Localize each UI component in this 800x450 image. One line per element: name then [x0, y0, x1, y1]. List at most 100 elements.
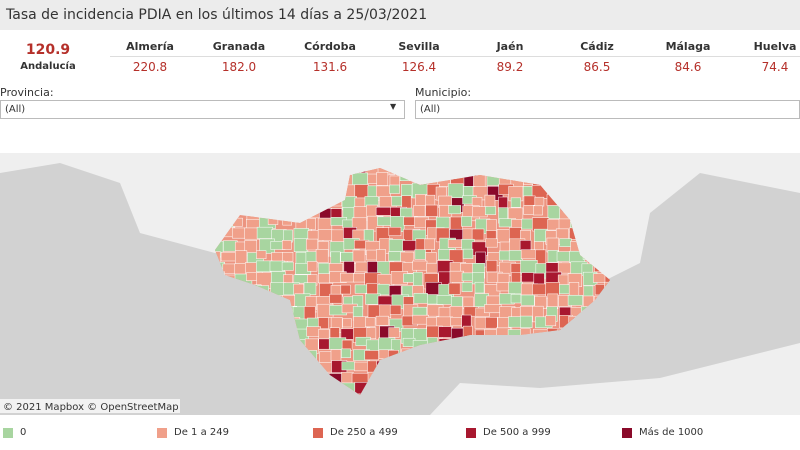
province-value: 131.6 [312, 60, 348, 74]
municipality [341, 361, 356, 371]
municipality [447, 183, 464, 198]
separator [110, 56, 800, 57]
municipality [388, 327, 400, 338]
province-value: 182.0 [221, 60, 257, 74]
municipality [281, 261, 294, 271]
municipality [413, 205, 426, 217]
municipality [567, 294, 583, 306]
dropdown-arrow: ▼ [390, 102, 397, 111]
municipality [520, 315, 533, 328]
municipality [450, 317, 464, 327]
municipality [318, 328, 330, 340]
municipality [559, 284, 571, 295]
municipality [303, 282, 317, 296]
municipality [450, 216, 463, 231]
title: Tasa de incidencia PDIA en los últimos 1… [0, 0, 800, 30]
municipality [342, 318, 352, 328]
municipality [450, 296, 463, 307]
municipality [559, 238, 572, 247]
municipality [376, 185, 391, 198]
municipality [461, 282, 473, 292]
municipality [484, 304, 502, 314]
province-value: 89.2 [496, 60, 524, 74]
municipality [402, 240, 417, 252]
municipality [522, 186, 533, 197]
municipality [424, 238, 435, 250]
municipality [447, 239, 463, 248]
legend-label: De 500 a 999 [483, 427, 551, 438]
municipality [367, 173, 378, 184]
municipality [449, 270, 465, 283]
municipality [307, 261, 318, 272]
municipality [461, 216, 473, 227]
municipality [315, 249, 329, 264]
municipality [546, 237, 559, 253]
municipality [519, 240, 532, 251]
province-name: Málaga [665, 40, 711, 53]
municipality [520, 249, 537, 260]
municipality [388, 226, 402, 236]
municipality [376, 172, 389, 186]
municipality [256, 226, 273, 239]
legend-swatch [157, 428, 167, 438]
province-value: 220.8 [132, 60, 168, 74]
province-name: Jaén [496, 40, 524, 53]
municipality [557, 262, 572, 274]
attribution: © 2021 Mapbox © OpenStreetMap [3, 402, 179, 413]
municipality [413, 293, 428, 304]
municipality [366, 249, 378, 261]
attribution-bg [0, 399, 180, 413]
municipality [389, 184, 400, 194]
land-south [430, 343, 800, 415]
total-label: Andalucía [20, 61, 76, 72]
municipality [318, 317, 329, 329]
municipality [438, 326, 452, 338]
municipality [379, 304, 392, 319]
municipality [352, 249, 366, 264]
filter-select[interactable]: (All) [415, 100, 800, 119]
filter-label: Municipio: [415, 86, 472, 99]
municipality [474, 281, 485, 294]
municipality [375, 206, 393, 216]
municipality [508, 250, 523, 261]
municipality [508, 281, 523, 295]
municipality [533, 205, 543, 216]
filter-select[interactable]: (All) [0, 100, 405, 119]
municipality [234, 263, 247, 275]
province-name: Granada [212, 40, 266, 53]
total-value: 120.9 [25, 42, 71, 58]
municipality [427, 294, 439, 305]
municipality [534, 196, 545, 207]
municipality [317, 229, 335, 241]
municipality [351, 372, 369, 384]
municipality [520, 294, 535, 306]
legend-swatch [313, 428, 323, 438]
province-value: 74.4 [761, 60, 789, 74]
municipality [448, 205, 462, 215]
municipality [484, 317, 498, 329]
municipality [377, 283, 390, 296]
legend-swatch [466, 428, 476, 438]
municipality [354, 284, 369, 294]
province-name: Huelva [753, 40, 797, 53]
municipality [521, 272, 535, 283]
municipality [547, 250, 559, 263]
municipality [556, 251, 571, 262]
municipality [462, 248, 474, 259]
municipality [375, 315, 389, 326]
municipality [413, 271, 423, 287]
province-name: Cádiz [580, 40, 614, 53]
province-name: Sevilla [398, 40, 440, 53]
municipality [388, 251, 402, 262]
municipality [484, 206, 497, 215]
legend-label: 0 [20, 427, 27, 438]
legend-swatch [3, 428, 13, 438]
municipality [510, 293, 522, 304]
municipality [366, 327, 377, 340]
municipality [388, 239, 405, 252]
municipality [364, 350, 379, 361]
municipality [486, 219, 497, 232]
municipality [425, 194, 436, 207]
province-value: 84.6 [674, 60, 702, 74]
